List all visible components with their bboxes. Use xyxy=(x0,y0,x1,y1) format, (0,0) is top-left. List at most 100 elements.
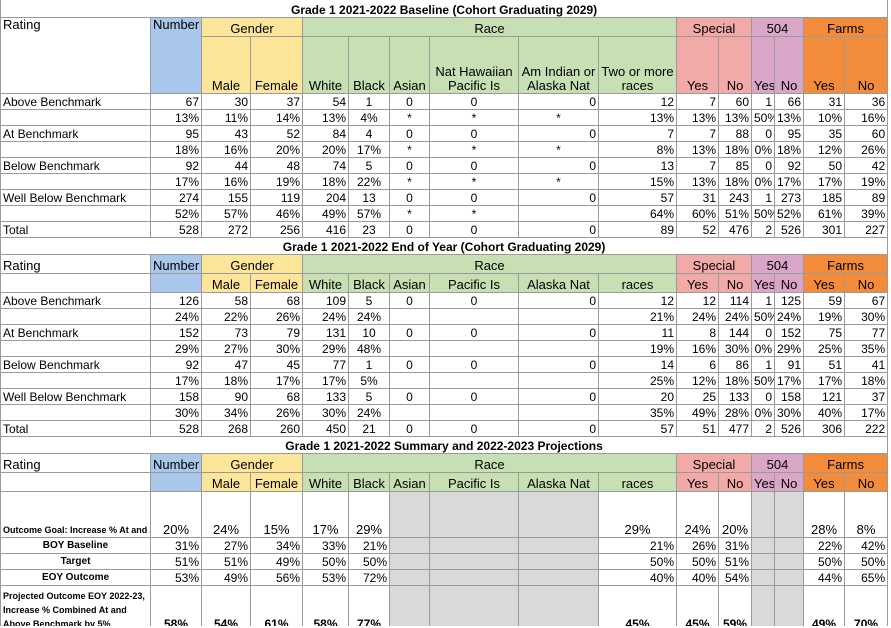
data-cell: 20% xyxy=(150,490,202,538)
data-cell: 1 xyxy=(751,92,775,110)
data-cell: 21 xyxy=(348,419,390,437)
data-cell xyxy=(389,371,430,389)
row-label: Total xyxy=(0,220,151,238)
data-cell xyxy=(389,403,430,421)
data-cell xyxy=(518,371,599,389)
table-row: Total 528 272 256 416 23 0 0 0 89 52 476 2 526 301 227 xyxy=(0,220,889,238)
table-row: 17%18%17%17%5%25%12%18%50%17%17%18% xyxy=(0,371,889,389)
data-cell: 49% xyxy=(250,552,303,570)
data-cell: 59% xyxy=(718,584,752,626)
data-cell: 86 xyxy=(718,355,752,373)
data-cell: 58 xyxy=(201,291,251,309)
rating-header: Rating xyxy=(0,452,151,473)
data-cell: 92 xyxy=(150,355,202,373)
data-cell: 57 xyxy=(598,188,677,206)
data-cell: 54% xyxy=(718,568,752,586)
gender-header: Gender xyxy=(201,253,303,274)
data-cell xyxy=(518,204,599,222)
data-cell: 29% xyxy=(598,490,677,538)
data-cell: 24% xyxy=(718,307,752,325)
data-cell: 0 xyxy=(429,291,519,309)
projection-label: Projected Outcome EOY 2022-23, Increase %… xyxy=(0,584,151,626)
data-cell: 0 xyxy=(429,220,519,238)
data-cell: 34% xyxy=(250,536,303,554)
data-cell: 51% xyxy=(150,552,202,570)
data-cell: 18% xyxy=(843,371,889,389)
alaska-nat-header: Alaska Nat xyxy=(518,272,599,293)
data-cell: 85 xyxy=(718,156,752,174)
data-cell xyxy=(389,584,430,626)
data-cell: 17% xyxy=(774,371,804,389)
data-cell: 7 xyxy=(676,156,719,174)
projection-label-line2: Increase % Combined At and xyxy=(3,604,127,615)
farms-header: Farms xyxy=(802,452,889,473)
table-row: 17% 16% 19% 18% 22% * * * 15% 13% 18% 0% 17% 17% 19% xyxy=(0,172,889,190)
data-cell: 44 xyxy=(201,156,251,174)
table-row: 29% 27% 30% 29% 48% 19% 16% 30% 0% 29% 25% 35% xyxy=(0,339,889,357)
row-label: Total xyxy=(0,419,151,437)
data-cell: 0 xyxy=(429,323,519,341)
data-cell: 61% xyxy=(250,584,303,626)
data-cell: 0 xyxy=(389,419,430,437)
data-cell: 50% xyxy=(751,371,775,389)
data-cell: 526 xyxy=(774,419,804,437)
data-cell: 51% xyxy=(718,204,752,222)
data-cell: 133 xyxy=(718,387,752,405)
data-cell: 95 xyxy=(150,124,202,142)
blank-cell xyxy=(150,471,202,492)
data-cell: 37 xyxy=(250,92,303,110)
data-cell: 68 xyxy=(250,291,303,309)
data-cell: 7 xyxy=(598,124,677,142)
data-cell: 45% xyxy=(598,584,677,626)
data-cell: 204 xyxy=(302,188,349,206)
data-cell: 301 xyxy=(803,220,845,238)
section-title-row: Grade 1 2021-2022 End of Year (Cohort Gr… xyxy=(0,237,889,255)
special-no-header: No xyxy=(718,272,752,293)
data-cell: 21% xyxy=(598,536,677,554)
header-row-groups: Rating Number Gender Race Special 504 Farms xyxy=(0,16,889,94)
goal-row: Outcome Goal: Increase % At and Above Be… xyxy=(0,490,889,538)
female-header: Female xyxy=(250,35,303,94)
data-cell: 27% xyxy=(201,536,251,554)
data-cell: 52% xyxy=(150,204,202,222)
data-cell: 0 xyxy=(518,92,599,110)
data-cell: 306 xyxy=(803,419,845,437)
data-cell: 10% xyxy=(803,108,845,126)
data-cell: 0 xyxy=(751,387,775,405)
data-cell: 50% xyxy=(676,552,719,570)
row-label xyxy=(0,108,151,126)
header-row-columns: Male Female White Black Asian Pacific Is Alask… xyxy=(0,272,889,293)
data-cell: 243 xyxy=(718,188,752,206)
data-cell: 121 xyxy=(803,387,845,405)
rating-header: Rating xyxy=(0,253,151,274)
data-cell: 15% xyxy=(598,172,677,190)
white-header: White xyxy=(302,272,349,293)
data-cell: 227 xyxy=(843,220,889,238)
data-cell: 48 xyxy=(250,156,303,174)
data-cell: 51% xyxy=(718,552,752,570)
male-header: Male xyxy=(201,272,251,293)
data-cell: 0 xyxy=(429,355,519,373)
data-cell: 0 xyxy=(429,92,519,110)
data-cell: 0 xyxy=(518,220,599,238)
data-cell: 0 xyxy=(751,124,775,142)
table-row: 52%57%46%49%57%**64%60%51%50%52%61%39% xyxy=(0,204,889,222)
data-cell: 13 xyxy=(348,188,390,206)
data-cell: 90 xyxy=(201,387,251,405)
data-cell xyxy=(518,536,599,554)
data-cell xyxy=(389,568,430,586)
data-cell: 476 xyxy=(718,220,752,238)
header-row-groups: Rating Number Gender Race Special 504 Farms xyxy=(0,253,889,274)
data-cell: 49% xyxy=(676,403,719,421)
row-label xyxy=(0,339,151,357)
data-cell: 89 xyxy=(598,220,677,238)
data-cell: 77 xyxy=(843,323,889,341)
data-cell: 21% xyxy=(348,536,390,554)
race-header: Race xyxy=(302,452,677,473)
data-cell: 158 xyxy=(774,387,804,405)
data-cell: 18% xyxy=(150,140,202,158)
data-cell: 18% xyxy=(718,140,752,158)
row-label: Well Below Benchmark xyxy=(0,188,151,206)
data-cell xyxy=(429,584,519,626)
data-cell: 268 xyxy=(201,419,251,437)
